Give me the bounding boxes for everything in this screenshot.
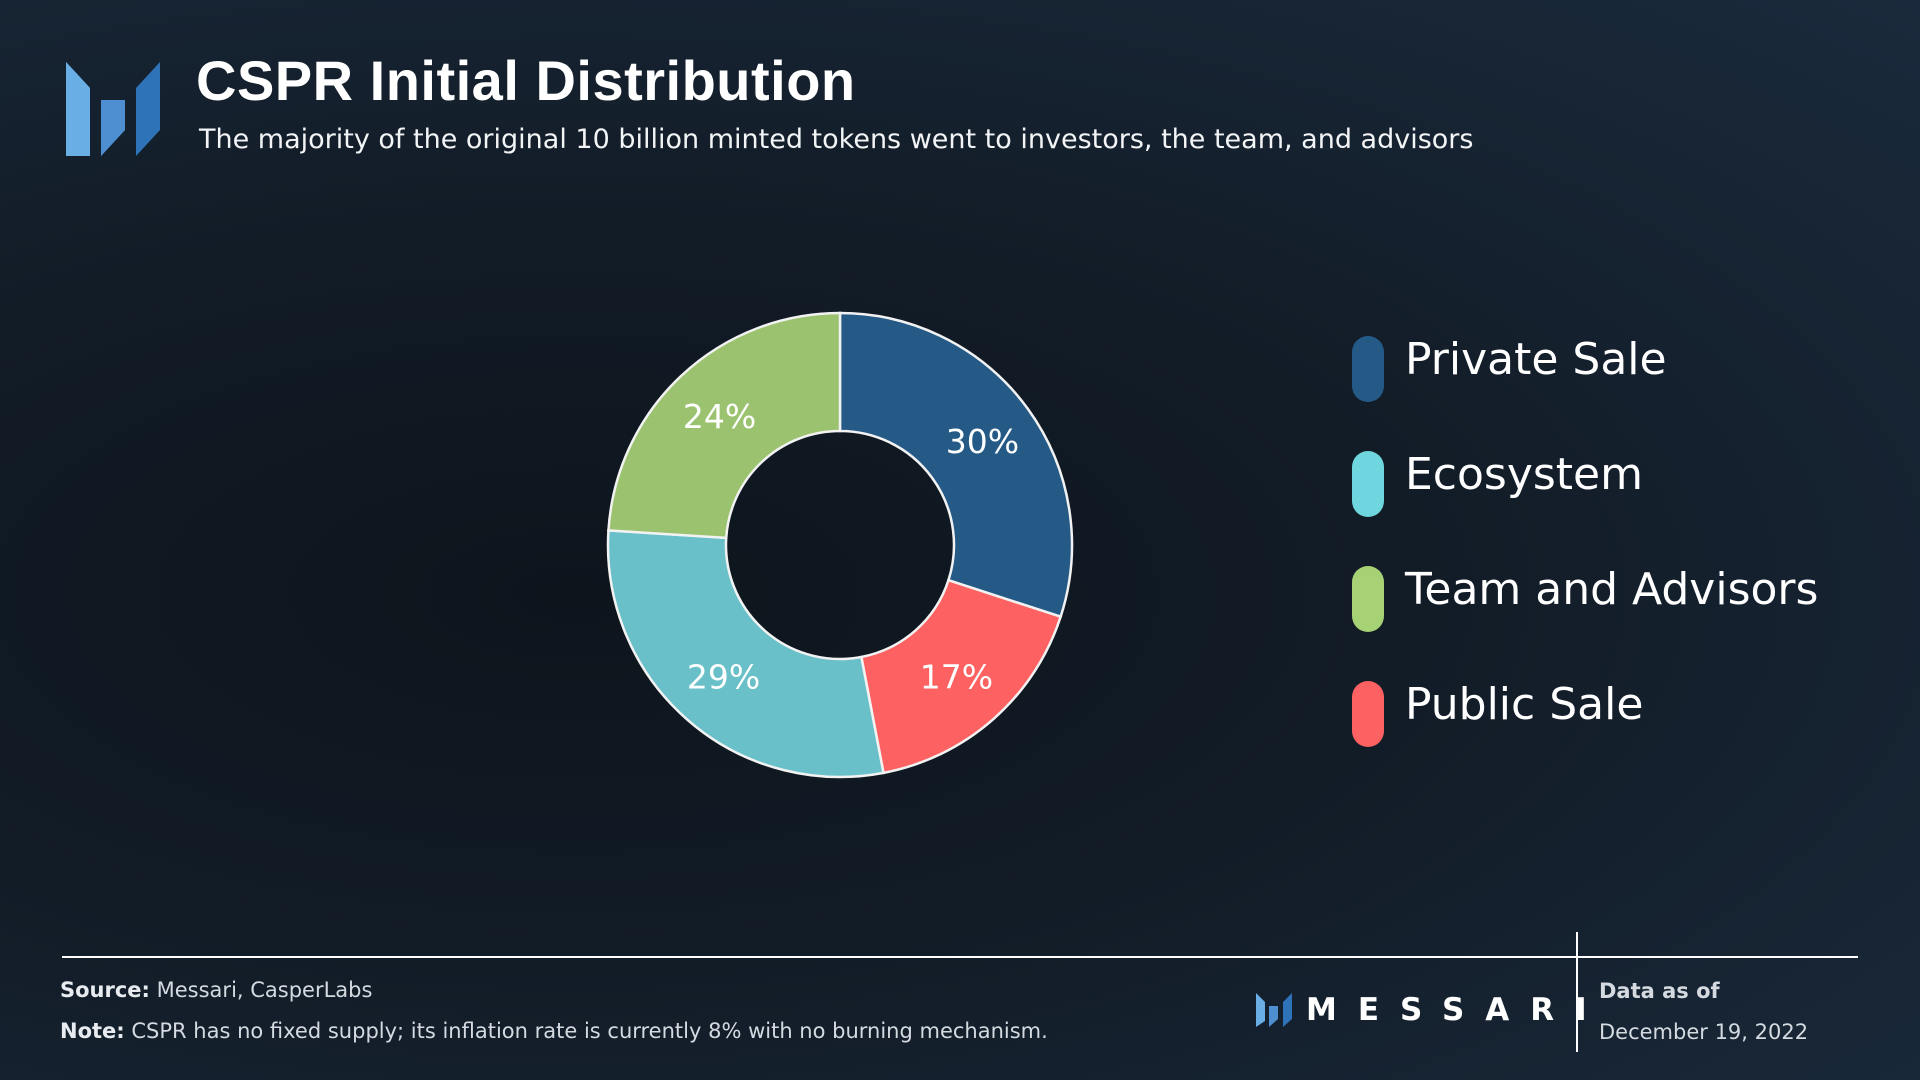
donut-chart: 30% 17% 29% 24% bbox=[606, 311, 1074, 779]
page-title: CSPR Initial Distribution bbox=[196, 49, 856, 112]
slice-private-sale bbox=[838, 311, 1074, 619]
messari-brand: MESSARI bbox=[1256, 992, 1608, 1028]
slice-label-ecosystem: 29% bbox=[687, 658, 760, 697]
messari-logo-icon bbox=[66, 62, 160, 156]
messari-mark-icon bbox=[1256, 993, 1292, 1027]
legend-swatch bbox=[1352, 336, 1384, 402]
source-line: Source: Messari, CasperLabs bbox=[60, 978, 372, 1002]
slice-team-and-advisors bbox=[607, 311, 842, 540]
source-label: Source: bbox=[60, 978, 150, 1002]
legend-swatch bbox=[1352, 681, 1384, 747]
footer-divider-horizontal bbox=[62, 956, 1858, 958]
note-text: CSPR has no fixed supply; its inflation … bbox=[131, 1019, 1048, 1043]
slice-label-team-and-advisors: 24% bbox=[683, 397, 756, 436]
data-as-of-date: December 19, 2022 bbox=[1599, 1020, 1809, 1044]
legend-label: Team and Advisors bbox=[1405, 564, 1819, 615]
data-as-of-label: Data as of bbox=[1599, 979, 1720, 1003]
note-line: Note: CSPR has no fixed supply; its infl… bbox=[60, 1019, 1048, 1043]
legend-swatch bbox=[1352, 451, 1384, 517]
slice-ecosystem bbox=[606, 529, 885, 779]
footer-divider-vertical bbox=[1576, 932, 1578, 1052]
page-subtitle: The majority of the original 10 billion … bbox=[199, 124, 1474, 155]
slice-public-sale bbox=[859, 578, 1063, 775]
legend-label: Private Sale bbox=[1405, 334, 1667, 385]
legend-label: Ecosystem bbox=[1405, 449, 1643, 500]
slice-label-public-sale: 17% bbox=[920, 658, 993, 697]
source-text: Messari, CasperLabs bbox=[156, 978, 373, 1002]
legend-label: Public Sale bbox=[1405, 679, 1644, 730]
slice-label-private-sale: 30% bbox=[946, 422, 1019, 461]
messari-wordmark: MESSARI bbox=[1306, 992, 1608, 1028]
legend-swatch bbox=[1352, 566, 1384, 632]
note-label: Note: bbox=[60, 1019, 125, 1043]
